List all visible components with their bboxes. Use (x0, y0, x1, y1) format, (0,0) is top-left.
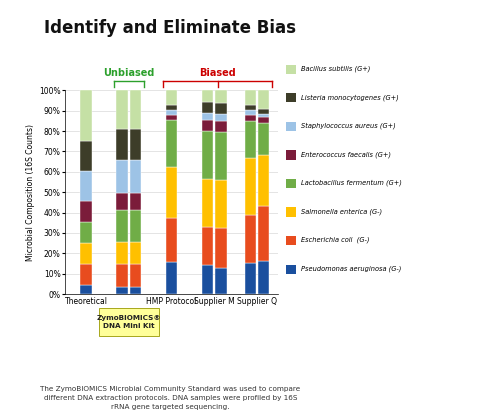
Bar (130, 193, 141, 210)
Bar (258, 206, 269, 261)
Bar (130, 210, 141, 242)
Bar (258, 123, 269, 155)
Bar (215, 180, 227, 228)
Bar (130, 129, 141, 160)
Bar (245, 121, 256, 158)
Bar (117, 160, 128, 193)
Bar (166, 262, 178, 294)
Bar (215, 121, 227, 132)
Text: Listeria monocytogenes (G+): Listeria monocytogenes (G+) (301, 94, 399, 101)
Y-axis label: Microbial Composition (16S Counts): Microbial Composition (16S Counts) (26, 123, 35, 261)
Bar (117, 193, 128, 210)
Bar (258, 261, 269, 294)
Bar (215, 228, 227, 268)
Text: Unbiased: Unbiased (103, 68, 155, 78)
Bar (117, 90, 128, 129)
Text: Biased: Biased (199, 68, 236, 78)
Text: Lactobacillus fermentum (G+): Lactobacillus fermentum (G+) (301, 180, 402, 186)
Text: Escherichia coli  (G-): Escherichia coli (G-) (301, 237, 370, 244)
Bar (117, 129, 128, 160)
Bar (258, 90, 269, 109)
Bar (130, 287, 141, 294)
Bar (117, 242, 128, 265)
Bar (258, 155, 269, 206)
Text: The ZymoBIOMICS Microbial Community Standard was used to compare
different DNA e: The ZymoBIOMICS Microbial Community Stan… (40, 386, 300, 410)
Bar (245, 110, 256, 115)
Bar (80, 264, 92, 286)
Bar (80, 171, 92, 201)
Bar (80, 243, 92, 264)
Bar (117, 210, 128, 242)
Bar (258, 109, 269, 114)
Bar (80, 141, 92, 171)
Bar (202, 90, 214, 102)
Bar (166, 110, 178, 115)
Text: Identify and Eliminate Bias: Identify and Eliminate Bias (44, 19, 296, 37)
Bar (245, 90, 256, 105)
Text: Salmonella enterica (G-): Salmonella enterica (G-) (301, 208, 382, 215)
Bar (202, 102, 214, 113)
Bar (215, 268, 227, 294)
Bar (166, 105, 178, 110)
Bar (166, 218, 178, 262)
Bar (80, 222, 92, 243)
Bar (258, 117, 269, 123)
Bar (117, 287, 128, 294)
Bar (202, 113, 214, 120)
Text: Enterococcus faecalis (G+): Enterococcus faecalis (G+) (301, 151, 391, 158)
Bar (80, 90, 92, 141)
Text: ZymoBIOMICS®
DNA Mini Kit: ZymoBIOMICS® DNA Mini Kit (96, 315, 161, 329)
Bar (215, 90, 227, 102)
Text: Staphylococcus aureus (G+): Staphylococcus aureus (G+) (301, 123, 396, 129)
Text: Bacillus subtilis (G+): Bacillus subtilis (G+) (301, 66, 371, 72)
Bar (202, 120, 214, 131)
Bar (130, 90, 141, 129)
Bar (130, 242, 141, 265)
Bar (215, 102, 227, 114)
Bar (202, 265, 214, 294)
Bar (245, 263, 256, 294)
Bar (215, 114, 227, 121)
Bar (166, 120, 178, 167)
Bar (130, 265, 141, 287)
Bar (80, 286, 92, 294)
Bar (130, 160, 141, 193)
Text: Pseudomonas aeruginosa (G-): Pseudomonas aeruginosa (G-) (301, 265, 401, 272)
Bar (80, 201, 92, 222)
Bar (202, 227, 214, 265)
Bar (202, 131, 214, 179)
Bar (215, 132, 227, 180)
Bar (258, 114, 269, 117)
Bar (166, 115, 178, 120)
Bar (117, 265, 128, 287)
Bar (245, 115, 256, 121)
Bar (245, 215, 256, 263)
Bar (202, 179, 214, 227)
Bar (166, 90, 178, 105)
Bar (245, 158, 256, 215)
Bar (245, 105, 256, 110)
Bar (166, 167, 178, 218)
